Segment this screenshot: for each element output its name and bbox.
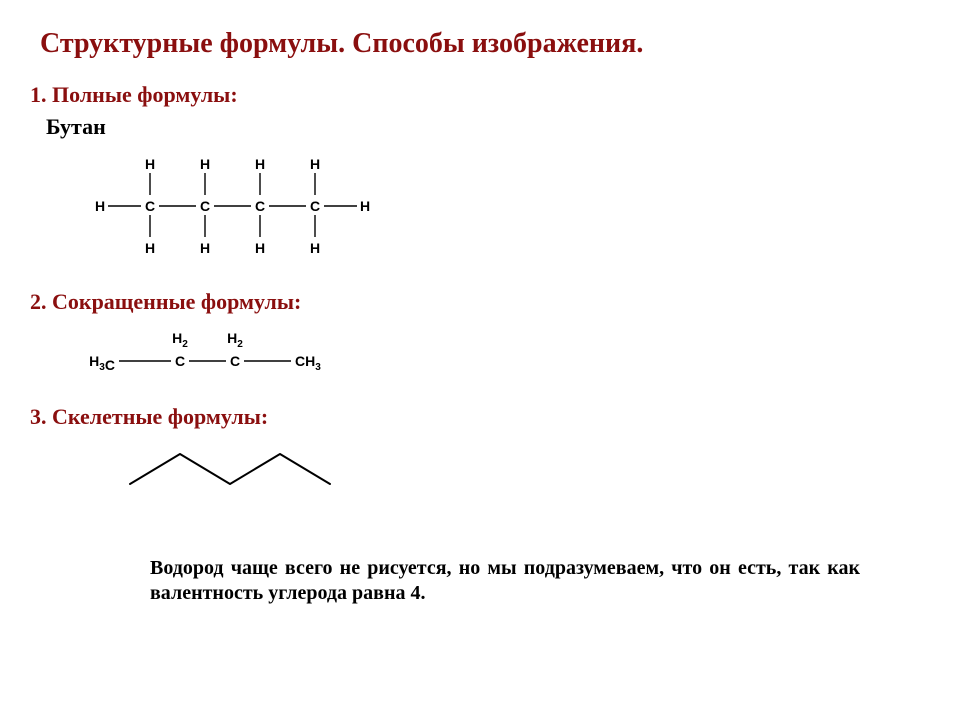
svg-text:C: C: [200, 198, 210, 214]
section-3-heading: 3. Скелетные формулы:: [30, 404, 920, 430]
svg-text:H3C: H3C: [89, 353, 115, 373]
compound-name: Бутан: [46, 114, 920, 140]
skeletal-formula-figure: [110, 436, 920, 506]
svg-text:H2: H2: [172, 330, 188, 350]
svg-text:H: H: [360, 198, 370, 214]
svg-text:C: C: [175, 353, 185, 369]
svg-text:H: H: [310, 240, 320, 256]
svg-text:H: H: [255, 156, 265, 172]
svg-text:H: H: [310, 156, 320, 172]
condensed-formula-figure: H3C C H2 C H2 CH3: [70, 321, 920, 386]
svg-text:H: H: [200, 240, 210, 256]
svg-text:H2: H2: [227, 330, 243, 350]
page-title: Структурные формулы. Способы изображения…: [40, 28, 920, 60]
svg-text:C: C: [230, 353, 240, 369]
svg-text:C: C: [145, 198, 155, 214]
footnote-text: Водород чаще всего не рисуется, но мы по…: [150, 556, 860, 606]
section-1-heading: 1. Полные формулы:: [30, 82, 920, 108]
svg-text:C: C: [255, 198, 265, 214]
page: Структурные формулы. Способы изображения…: [0, 0, 960, 720]
full-formula-figure: C H H C H H C H H C H H H H: [70, 146, 920, 271]
svg-text:C: C: [310, 198, 320, 214]
svg-text:H: H: [145, 156, 155, 172]
svg-text:H: H: [95, 198, 105, 214]
svg-text:H: H: [200, 156, 210, 172]
svg-text:CH3: CH3: [295, 353, 321, 373]
svg-text:H: H: [255, 240, 265, 256]
section-2-heading: 2. Сокращенные формулы:: [30, 289, 920, 315]
svg-text:H: H: [145, 240, 155, 256]
